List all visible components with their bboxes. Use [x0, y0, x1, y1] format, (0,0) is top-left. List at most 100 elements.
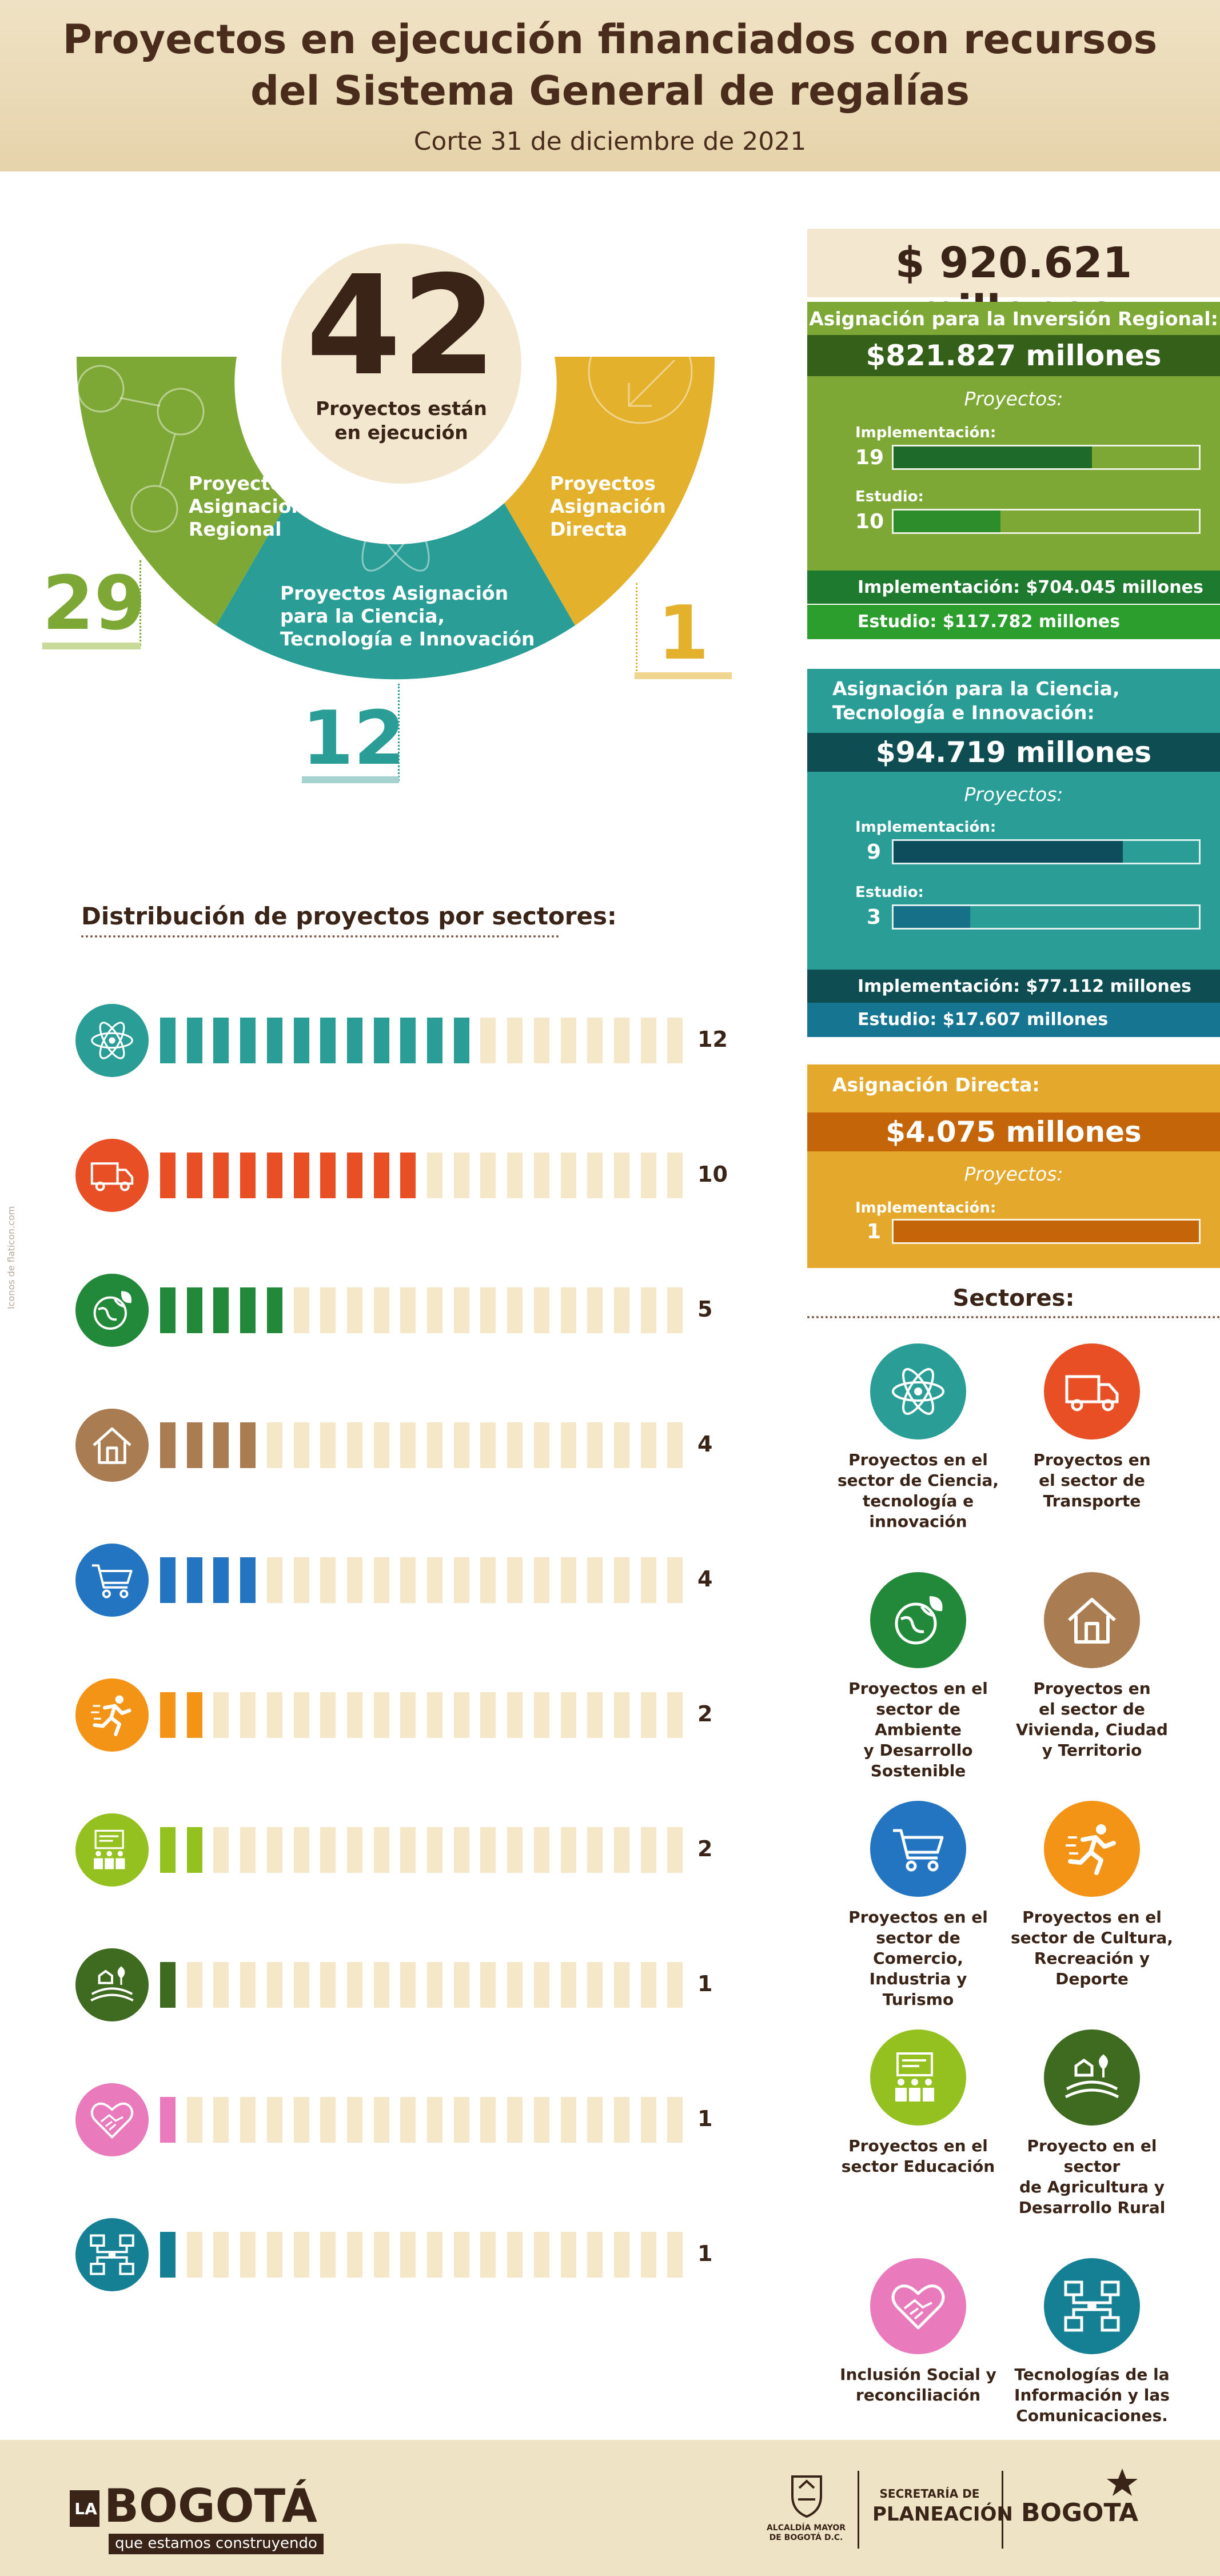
- legend-badge: [870, 1343, 966, 1439]
- directa-sector-wedge: [504, 357, 715, 625]
- bar-segment-empty: [560, 2232, 576, 2278]
- bar-segment-empty: [507, 1827, 523, 1873]
- bar-segment-empty: [427, 1962, 442, 2008]
- bar-segment-empty: [587, 1153, 603, 1198]
- bar-segment-empty: [587, 1018, 603, 1063]
- sector-row-bar: [160, 2097, 692, 2143]
- bar-segment-empty: [427, 1557, 442, 1603]
- sector-row-bar: [160, 1692, 692, 1738]
- house-icon: [1063, 1592, 1121, 1649]
- farm-icon: [1063, 2049, 1121, 2106]
- sector-row-bar: [160, 2232, 692, 2278]
- bar-segment-empty: [667, 1153, 683, 1198]
- bar-segment-empty: [480, 1018, 496, 1063]
- sector-row-count: 10: [697, 1162, 728, 1187]
- bar-segment-filled: [453, 1018, 469, 1063]
- bar-segment-empty: [427, 1153, 442, 1198]
- bar-segment-empty: [533, 1962, 549, 2008]
- bar-segment-empty: [266, 2097, 282, 2143]
- regional-impl-count: 19: [855, 446, 884, 469]
- bar-segment-empty: [587, 2097, 603, 2143]
- bar-segment-filled: [240, 1153, 256, 1198]
- bar-segment-filled: [160, 1827, 176, 1873]
- bar-segment-filled: [160, 2232, 176, 2278]
- bar-segment-empty: [640, 1962, 656, 2008]
- legend-label: Inclusión Social y reconciliación: [840, 2365, 996, 2404]
- regional-panel-spacer: [807, 503, 1220, 571]
- icon-credit: Iconos de flaticon.com: [6, 1206, 17, 1309]
- shopping-cart-icon: [890, 1820, 947, 1877]
- ciencia-impl-bar-fill: [894, 841, 1123, 863]
- bar-segment-empty: [613, 1287, 629, 1333]
- legend-badge: [1044, 2258, 1140, 2354]
- bar-segment-empty: [587, 1557, 603, 1603]
- regional-amount: $821.827 millones: [807, 335, 1220, 376]
- heart-hands-icon: [890, 2278, 947, 2335]
- bar-segment-empty: [560, 1153, 576, 1198]
- investment-total-box: [807, 229, 1220, 297]
- bar-segment-empty: [507, 1692, 523, 1738]
- bogota-brand-label: BOGOTA: [1021, 2498, 1139, 2527]
- bar-segment-empty: [373, 1287, 389, 1333]
- sector-row-badge: [75, 2218, 149, 2291]
- sector-row-count: 12: [697, 1027, 728, 1052]
- bar-segment-empty: [373, 1557, 389, 1603]
- ciencia-study-amount: $17.607 millones: [942, 1010, 1109, 1030]
- star-icon: [1107, 2469, 1138, 2496]
- directa-count-underline: [635, 672, 732, 679]
- bar-segment-empty: [186, 1962, 202, 2008]
- bar-segment-empty: [400, 1422, 416, 1468]
- regional-study-bar-fill-2: [894, 511, 1000, 532]
- bar-segment-empty: [373, 1422, 389, 1468]
- bar-segment-filled: [293, 1018, 309, 1063]
- bar-segment-filled: [400, 1018, 416, 1063]
- bar-segment-filled: [373, 1018, 389, 1063]
- bar-segment-empty: [320, 2232, 336, 2278]
- bar-segment-empty: [293, 2232, 309, 2278]
- bar-segment-empty: [613, 2232, 629, 2278]
- sector-row-badge: [75, 1678, 149, 1752]
- bar-segment-empty: [453, 1153, 469, 1198]
- bar-segment-empty: [320, 1692, 336, 1738]
- sector-row-count: 5: [697, 1297, 713, 1322]
- bar-segment-empty: [533, 1827, 549, 1873]
- bar-segment-empty: [373, 2232, 389, 2278]
- sector-row-count: 1: [697, 2106, 713, 2131]
- legend-label: Tecnologías de la Información y las Comuni…: [1014, 2365, 1170, 2425]
- sector-row-bar: [160, 1018, 692, 1063]
- bar-segment-empty: [400, 1557, 416, 1603]
- ciencia-panel-title-2: Tecnología e Innovación:: [832, 701, 1095, 724]
- bar-segment-empty: [560, 1018, 576, 1063]
- bar-segment-empty: [266, 1557, 282, 1603]
- truck-icon: [89, 1153, 135, 1198]
- bar-segment-empty: [480, 1827, 496, 1873]
- bar-segment-empty: [613, 1018, 629, 1063]
- bar-segment-empty: [667, 1692, 683, 1738]
- bar-segment-empty: [560, 1827, 576, 1873]
- science-atom-icon: [890, 1363, 947, 1420]
- bar-segment-empty: [293, 1692, 309, 1738]
- header-banner: Proyectos en ejecución financiados con r…: [0, 0, 1220, 172]
- bar-segment-empty: [507, 1018, 523, 1063]
- bar-segment-empty: [293, 2097, 309, 2143]
- directa-impl-bar: [892, 1219, 1201, 1244]
- bar-segment-filled: [186, 1287, 202, 1333]
- directa-leader-line: [636, 583, 637, 675]
- bar-segment-empty: [240, 2232, 256, 2278]
- runner-icon: [89, 1692, 135, 1738]
- bar-segment-empty: [587, 1287, 603, 1333]
- legend-label: Proyectos en el sector de Vivienda, Ciudad…: [1016, 1679, 1168, 1760]
- distribution-title: Distribución de proyectos por sectores:: [81, 902, 617, 930]
- shopping-cart-icon: [89, 1557, 135, 1603]
- bar-segment-empty: [613, 1153, 629, 1198]
- bar-segment-empty: [427, 1692, 442, 1738]
- bar-segment-empty: [320, 1557, 336, 1603]
- house-icon: [89, 1422, 135, 1468]
- regional-study-amount-label: Estudio:: [858, 612, 937, 632]
- bar-segment-filled: [320, 1153, 336, 1198]
- bar-segment-empty: [640, 2097, 656, 2143]
- bar-segment-empty: [293, 1962, 309, 2008]
- ciencia-study-amount-label: Estudio:: [858, 1010, 937, 1030]
- bar-segment-empty: [667, 1287, 683, 1333]
- legend-label: Proyectos en el sector de Ambiente y Desar…: [848, 1679, 988, 1780]
